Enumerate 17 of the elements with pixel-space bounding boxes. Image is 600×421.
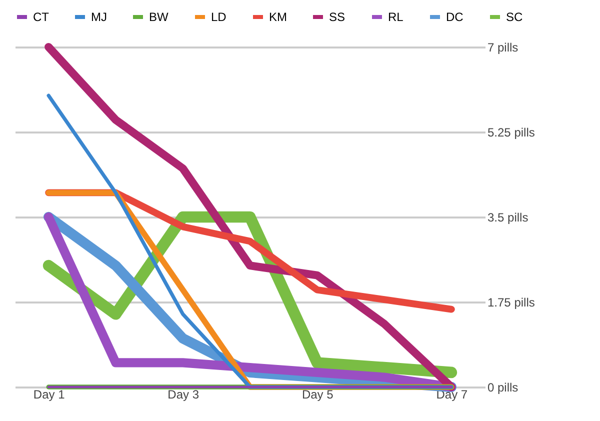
legend-label: RL [388, 10, 404, 24]
legend-label: KM [269, 10, 288, 24]
legend-label: SS [329, 10, 346, 24]
legend-label: SC [506, 10, 524, 24]
legend-label: BW [149, 10, 170, 24]
y-tick-label: 7 pills [488, 40, 518, 54]
y-tick-label: 0 pills [488, 380, 518, 394]
legend-label: CT [33, 10, 50, 24]
x-tick-label: Day 3 [168, 388, 200, 402]
y-tick-label: 1.75 pills [488, 296, 535, 310]
legend-label: LD [211, 10, 227, 24]
y-tick-label: 5.25 pills [488, 126, 535, 140]
legend-label: MJ [91, 10, 107, 24]
legend-label: DC [446, 10, 464, 24]
x-tick-label: Day 5 [302, 388, 334, 402]
y-tick-label: 3.5 pills [488, 210, 528, 224]
x-tick-label: Day 1 [33, 388, 66, 402]
